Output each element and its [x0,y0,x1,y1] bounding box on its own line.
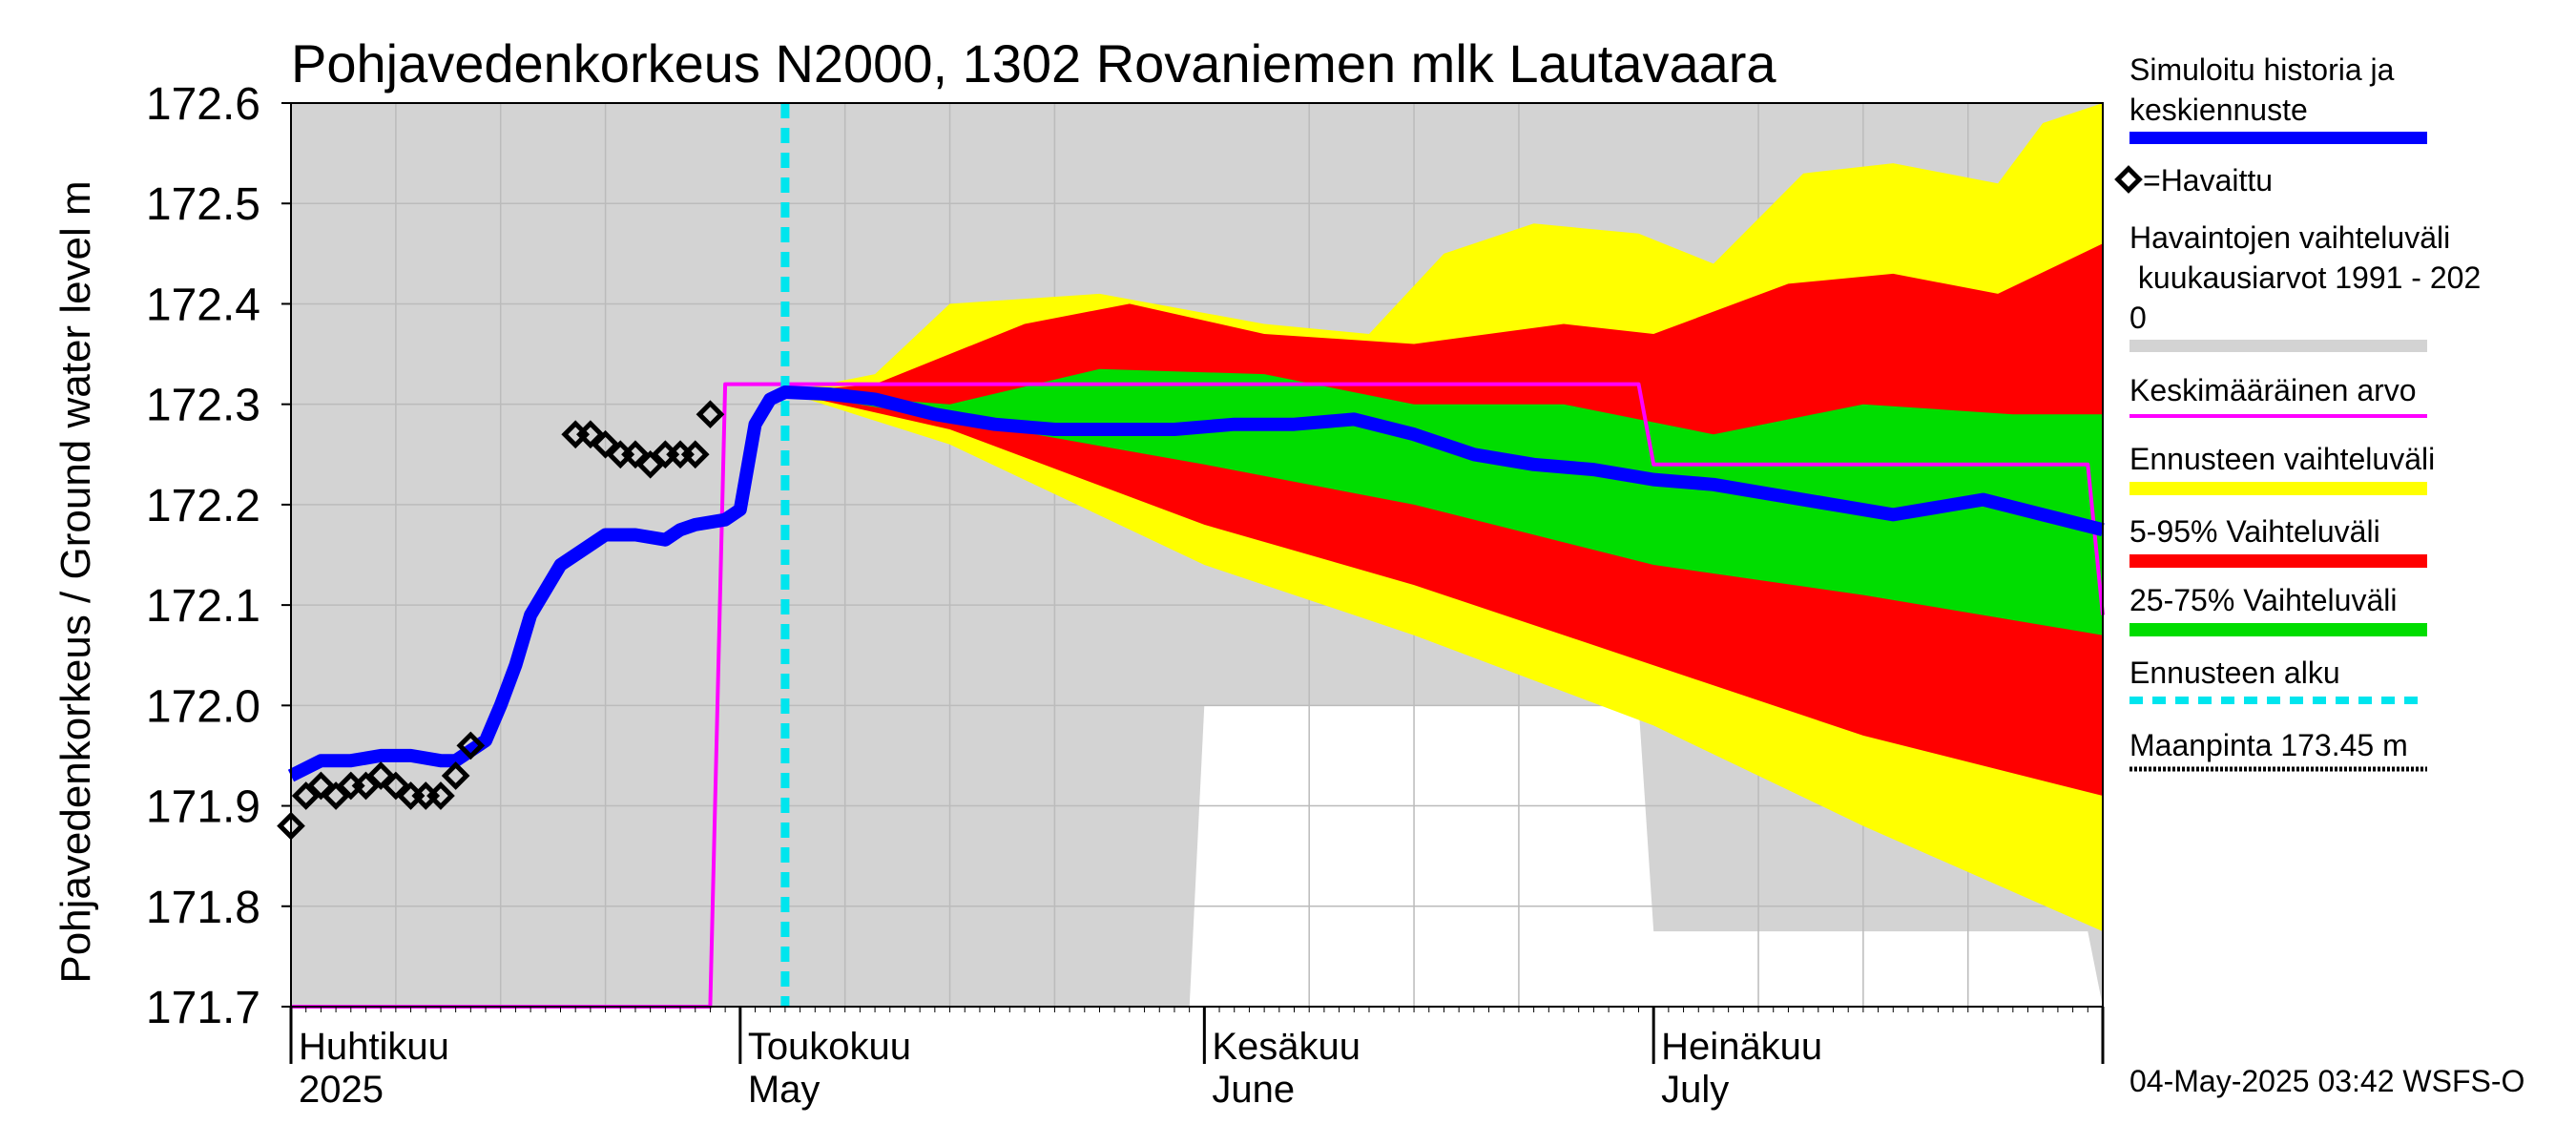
y-tick-label: 172.2 [146,481,260,531]
y-tick-label: 172.1 [146,581,260,632]
observed-point [382,771,410,801]
legend-p5-95-swatch [2129,554,2427,568]
legend-ground-label: Maanpinta 173.45 m [2129,728,2408,762]
observed-point [696,400,725,429]
observed-point [396,781,426,810]
legend-observed-label: =Havaittu [2143,163,2273,198]
x-month-label: Huhtikuu [299,1026,449,1068]
y-tick-label: 171.9 [146,782,260,833]
legend-history-label-2: kuukausiarvot 1991 - 202 [2129,260,2481,295]
observed-point [441,761,470,790]
x-month-sublabel: 2025 [299,1069,384,1111]
legend-simulated-label-1: Simuloitu historia ja [2129,52,2395,87]
legend-mean-swatch [2129,414,2427,418]
observed-point [561,420,591,449]
plot-frame [290,102,2104,1008]
legend-forecast-start-label: Ennusteen alku [2129,656,2340,690]
observed-point [277,811,305,841]
y-tick-label: 171.8 [146,883,260,933]
x-month-sublabel: June [1212,1069,1295,1111]
observed-point [322,781,350,810]
timestamp: 04-May-2025 03:42 WSFS-O [2129,1064,2524,1098]
observed-point [680,440,710,469]
legend-p25-75-label: 25-75% Vaihteluväli [2129,583,2397,617]
legend-simulated-swatch [2129,132,2427,144]
y-tick-label: 172.4 [146,280,260,330]
legend-history-label-1: Havaintojen vaihteluväli [2129,220,2450,255]
observed-point [306,771,336,801]
y-tick-label: 172.6 [146,79,260,130]
plot-area [277,102,2105,1009]
observed-point [666,440,695,469]
x-month-label: Toukokuu [748,1026,911,1068]
observed-point [426,781,455,810]
legend-simulated-label-2: keskiennuste [2129,93,2308,127]
x-month-sublabel: May [748,1069,821,1111]
legend-p25-75-swatch [2129,623,2427,636]
legend-forecast-range-swatch [2129,482,2427,495]
y-tick-label: 172.3 [146,381,260,431]
chart-title: Pohjavedenkorkeus N2000, 1302 Rovaniemen… [291,33,1776,94]
legend-history-label-3: 0 [2129,301,2147,335]
y-tick-label: 171.7 [146,983,260,1033]
observed-point [411,781,441,810]
legend-p5-95-label: 5-95% Vaihteluväli [2129,514,2380,549]
x-month-label: Kesäkuu [1212,1026,1361,1068]
observed-point [366,761,396,790]
simulated-median-line [287,385,2105,782]
observed-point [635,449,665,479]
legend-forecast-range-label: Ennusteen vaihteluväli [2129,442,2435,476]
observed-point [606,440,635,469]
y-axis-label: Pohjavedenkorkeus / Ground water level m [52,180,99,983]
legend-history-swatch [2129,340,2427,352]
x-month-sublabel: July [1661,1069,1729,1111]
observed-point [576,420,605,449]
legend-mean-label: Keskimääräinen arvo [2129,373,2417,407]
legend: Simuloitu historia ja keskiennuste =Hava… [2114,52,2481,772]
observed-point [336,771,365,801]
observed-point [621,440,650,469]
observed-point [591,429,620,459]
observed-point [651,440,680,469]
observed-point [351,771,381,801]
legend-observed-marker [2114,165,2143,194]
observed-point [291,781,321,810]
observed-point [456,731,486,760]
x-month-label: Heinäkuu [1661,1026,1822,1068]
y-tick-label: 172.0 [146,681,260,732]
y-tick-label: 172.5 [146,179,260,230]
axes: 172.6 172.5 172.4 172.3 172.2 172.1 172.0 171.9… [146,79,2105,1111]
